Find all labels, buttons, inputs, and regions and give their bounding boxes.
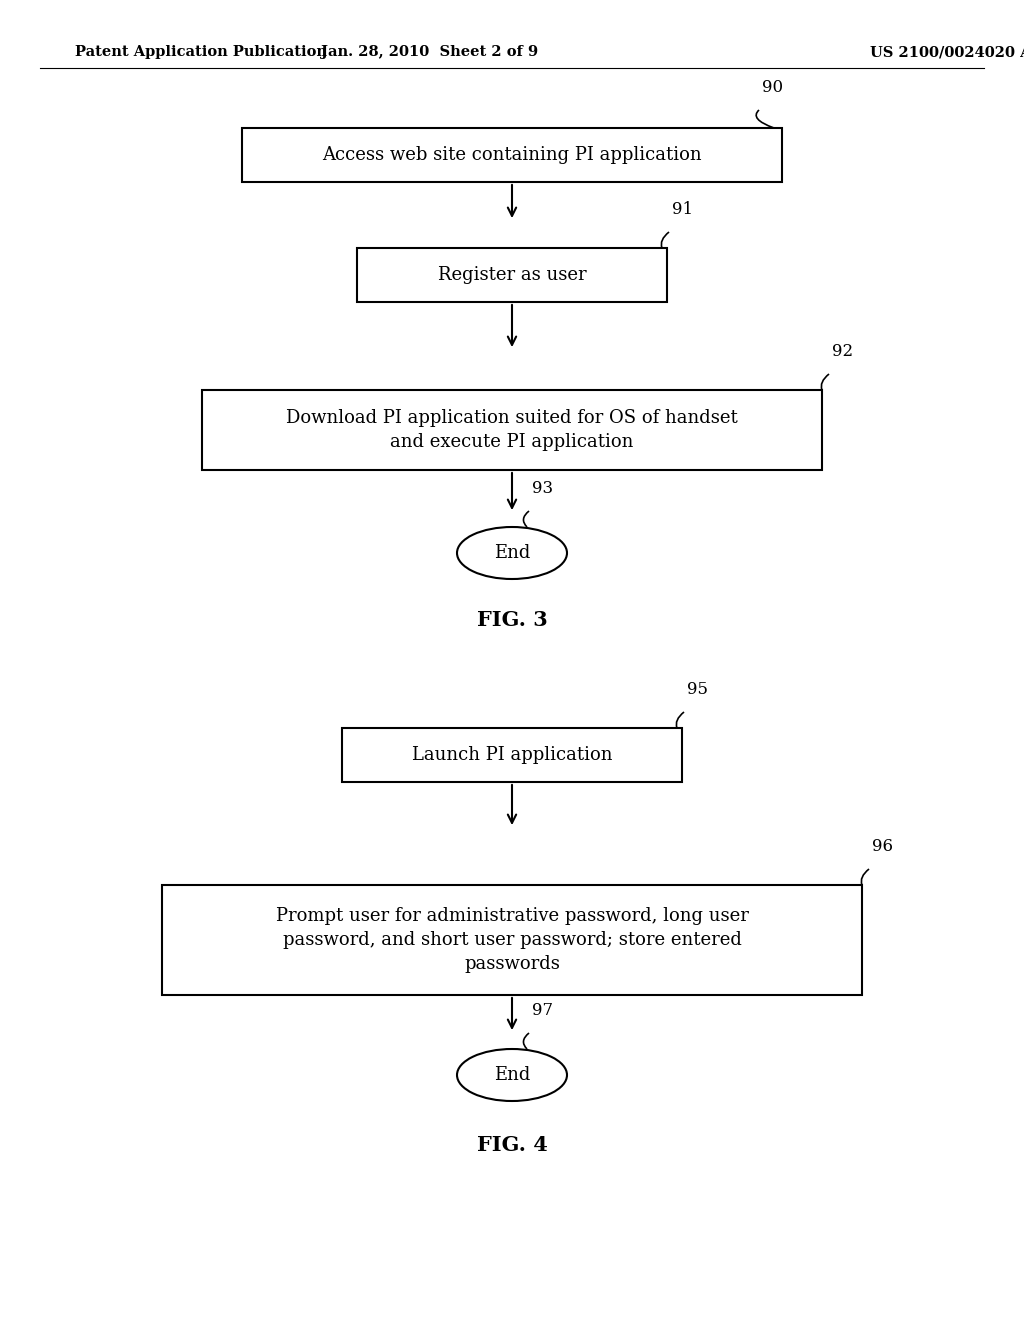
Bar <box>357 248 667 302</box>
Text: 96: 96 <box>872 838 893 855</box>
Text: Launch PI application: Launch PI application <box>412 746 612 764</box>
Text: 95: 95 <box>687 681 708 698</box>
Text: Register as user: Register as user <box>437 267 587 284</box>
Ellipse shape <box>457 527 567 579</box>
Text: Patent Application Publication: Patent Application Publication <box>75 45 327 59</box>
Text: 97: 97 <box>532 1002 553 1019</box>
Bar <box>202 389 822 470</box>
Bar <box>242 128 782 182</box>
Bar <box>162 884 862 995</box>
Text: Jan. 28, 2010  Sheet 2 of 9: Jan. 28, 2010 Sheet 2 of 9 <box>322 45 539 59</box>
Ellipse shape <box>457 1049 567 1101</box>
Text: US 2100/0024020 A1: US 2100/0024020 A1 <box>870 45 1024 59</box>
Text: End: End <box>494 1067 530 1084</box>
Text: 91: 91 <box>672 201 693 218</box>
Text: 93: 93 <box>532 480 553 498</box>
Text: FIG. 3: FIG. 3 <box>476 610 548 630</box>
Text: 90: 90 <box>762 79 783 96</box>
Text: Download PI application suited for OS of handset
and execute PI application: Download PI application suited for OS of… <box>286 409 738 451</box>
Text: Access web site containing PI application: Access web site containing PI applicatio… <box>323 147 701 164</box>
Text: End: End <box>494 544 530 562</box>
Text: Prompt user for administrative password, long user
password, and short user pass: Prompt user for administrative password,… <box>275 907 749 973</box>
Text: FIG. 4: FIG. 4 <box>476 1135 548 1155</box>
Text: 92: 92 <box>831 343 853 360</box>
Bar <box>342 729 682 781</box>
